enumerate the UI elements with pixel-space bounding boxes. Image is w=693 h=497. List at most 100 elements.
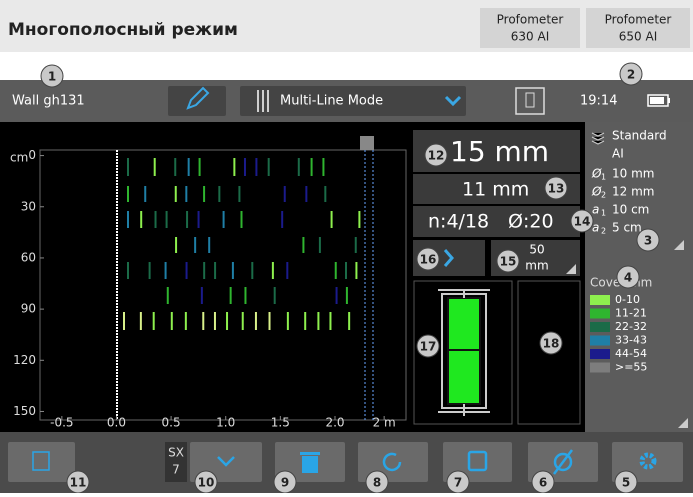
model-tab[interactable]	[586, 8, 690, 48]
scan-area	[0, 122, 585, 432]
badge-number: 17	[420, 340, 437, 354]
badge-number: 3	[644, 234, 652, 248]
corner-mark	[674, 240, 684, 250]
param-sub: 2	[601, 227, 606, 236]
x-tick-label: 1.0	[216, 416, 235, 430]
model-label: Profometer	[605, 13, 672, 27]
legend-swatch	[590, 322, 610, 332]
badge	[636, 228, 660, 252]
param-value: 10 cm	[612, 203, 649, 217]
sx-box	[165, 442, 187, 482]
gear-icon	[639, 452, 657, 470]
battery-level	[650, 97, 664, 104]
x-tick-label: 2 m	[373, 416, 396, 430]
badge-number: 11	[70, 476, 87, 490]
badge-number: 7	[454, 476, 462, 490]
battery-tip	[668, 98, 670, 103]
model-label: Profometer	[497, 13, 564, 27]
legend-swatch	[590, 295, 610, 305]
badge-number: 14	[574, 215, 591, 229]
badge	[570, 209, 594, 233]
rebar-icon	[438, 289, 490, 416]
badge-number: 5	[622, 476, 630, 490]
corner-mark	[678, 418, 688, 428]
y-tick-label: 120	[13, 353, 36, 367]
count-value: n:4/18	[428, 211, 489, 233]
param-value: 12 mm	[612, 185, 654, 199]
badge	[539, 331, 563, 355]
y-tick-label: 60	[21, 250, 36, 264]
cover-value: 11 mm	[462, 179, 529, 201]
param-value: 5 cm	[612, 221, 642, 235]
param-symbol: a	[592, 203, 599, 217]
layers-icon	[591, 132, 605, 145]
refresh-icon	[382, 452, 402, 472]
chevron-icon	[217, 456, 235, 467]
diameter-value: 15 mm	[450, 135, 549, 168]
legend-label: 11-21	[615, 307, 647, 320]
sx-value: 7	[172, 463, 180, 477]
badge	[416, 247, 440, 271]
y-tick-label: 30	[21, 199, 36, 213]
multiline-icon	[257, 90, 269, 112]
badge-number: 16	[420, 253, 437, 267]
legend-label: >=55	[615, 361, 647, 374]
legend-swatch	[590, 362, 610, 373]
legend-label: 0-10	[615, 293, 640, 306]
diameter-icon	[553, 449, 573, 475]
y-tick-label: 150	[13, 404, 36, 418]
bar-value: Ø:20	[508, 211, 554, 233]
badge-number: 4	[624, 271, 632, 285]
badge	[619, 62, 643, 86]
settings-mode: AI	[612, 147, 624, 161]
empty-panel	[517, 280, 581, 425]
step-value: 50	[529, 243, 544, 257]
mode-label: Multi-Line Mode	[280, 94, 383, 109]
mode-dropdown[interactable]	[240, 86, 466, 116]
y-tick-label: 90	[21, 302, 36, 316]
legend-label: 44-54	[615, 347, 647, 360]
badge-number: 6	[539, 476, 547, 490]
param-sub: 1	[601, 209, 606, 218]
badge	[616, 265, 640, 289]
probe-button[interactable]	[515, 87, 545, 115]
rebar-panel	[413, 280, 513, 425]
badge-number: 13	[548, 182, 565, 196]
param-symbol: a	[592, 221, 599, 235]
save-icon	[467, 450, 488, 472]
badge	[416, 334, 440, 358]
badge-number: 18	[543, 337, 560, 351]
badge-number: 8	[373, 476, 381, 490]
badge	[40, 64, 64, 88]
y-tick-label: 0	[28, 148, 36, 162]
model-tab[interactable]	[480, 8, 580, 48]
legend-label: 33-43	[615, 334, 647, 347]
x-tick-label: 0.5	[162, 416, 181, 430]
header-title: Многополосный режим	[8, 20, 238, 40]
tool-button[interactable]	[8, 442, 75, 482]
next-icon	[443, 249, 454, 267]
marker-icon[interactable]	[360, 136, 374, 150]
legend-swatch	[590, 335, 610, 346]
badge-number: 10	[198, 476, 215, 490]
badge-number: 12	[428, 149, 445, 163]
clock: 19:14	[580, 94, 617, 109]
chevron	[444, 95, 462, 107]
x-tick-label: 1.5	[271, 416, 290, 430]
x-tick-label: -0.5	[50, 416, 73, 430]
legend-swatch	[590, 349, 610, 359]
badge	[424, 143, 448, 167]
legend-swatch	[590, 308, 610, 319]
x-tick-label: 0.0	[107, 416, 126, 430]
corner-mark	[566, 264, 576, 274]
badge	[496, 249, 520, 273]
edit-button[interactable]	[168, 86, 226, 116]
count-box	[413, 206, 580, 237]
y-unit: cm	[10, 151, 28, 165]
pencil-icon	[186, 86, 210, 110]
diameter-icon	[553, 452, 573, 472]
probe-icon	[525, 92, 535, 108]
plot-frame	[39, 149, 407, 421]
param-sub: 1	[601, 173, 606, 182]
badge-number: 1	[48, 70, 56, 84]
